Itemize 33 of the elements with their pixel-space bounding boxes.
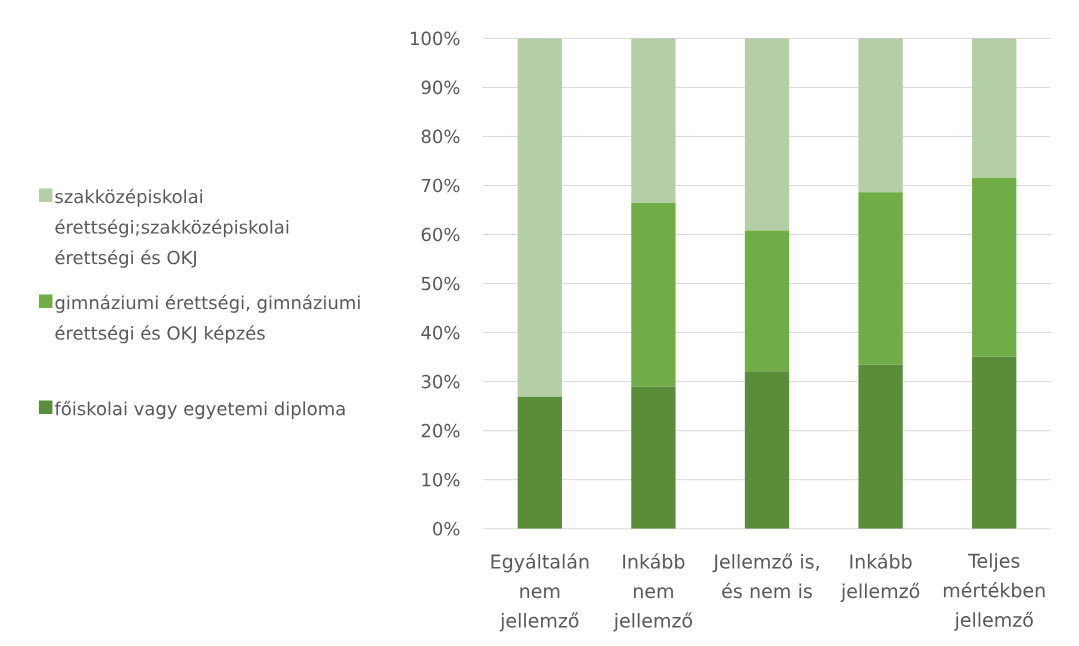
bar	[972, 38, 1017, 179]
y-tick-label: 10%	[422, 472, 460, 487]
bar	[972, 356, 1017, 529]
y-tick-label: 30%	[421, 374, 460, 389]
y-tick-label: 100%	[411, 31, 460, 46]
y-tick-label: 0%	[433, 521, 460, 536]
y-tick-label: 40%	[421, 325, 460, 340]
x-tick-label: Inkább nem jellemző	[613, 553, 693, 632]
bar	[744, 371, 790, 529]
bar	[744, 38, 790, 231]
bar	[858, 364, 903, 529]
bar	[631, 203, 676, 387]
bar	[631, 38, 676, 204]
bar	[517, 38, 562, 397]
y-tick-label: 20%	[421, 423, 460, 438]
bar	[744, 230, 790, 372]
bar	[972, 178, 1017, 357]
y-tick-label: 60%	[421, 227, 460, 242]
legend-label: szakközépiskolai érettségi;szakközépiskolai érettségi és OKJ	[55, 188, 289, 268]
y-tick-label: 50%	[421, 276, 460, 291]
bar	[517, 396, 562, 529]
y-tick-label: 90%	[421, 80, 460, 95]
legend-label: gimnáziumi érettségi, gimnáziumi érettségi és OKJ képzés	[55, 294, 360, 344]
bar	[858, 38, 903, 193]
y-tick-label: 80%	[421, 129, 460, 144]
bar	[858, 192, 903, 365]
y-tick-label: 70%	[421, 178, 460, 193]
x-tick-label: Jellemző is, és nem is	[712, 553, 819, 599]
x-tick-label: Egyáltalán nem jellemző	[491, 553, 589, 632]
legend-label: főiskolai vagy egyetemi diploma	[54, 400, 345, 419]
bar	[631, 386, 676, 529]
x-tick-label: Inkább jellemző	[840, 553, 920, 602]
x-tick-label: Teljes mértékben jellemző	[943, 553, 1045, 631]
